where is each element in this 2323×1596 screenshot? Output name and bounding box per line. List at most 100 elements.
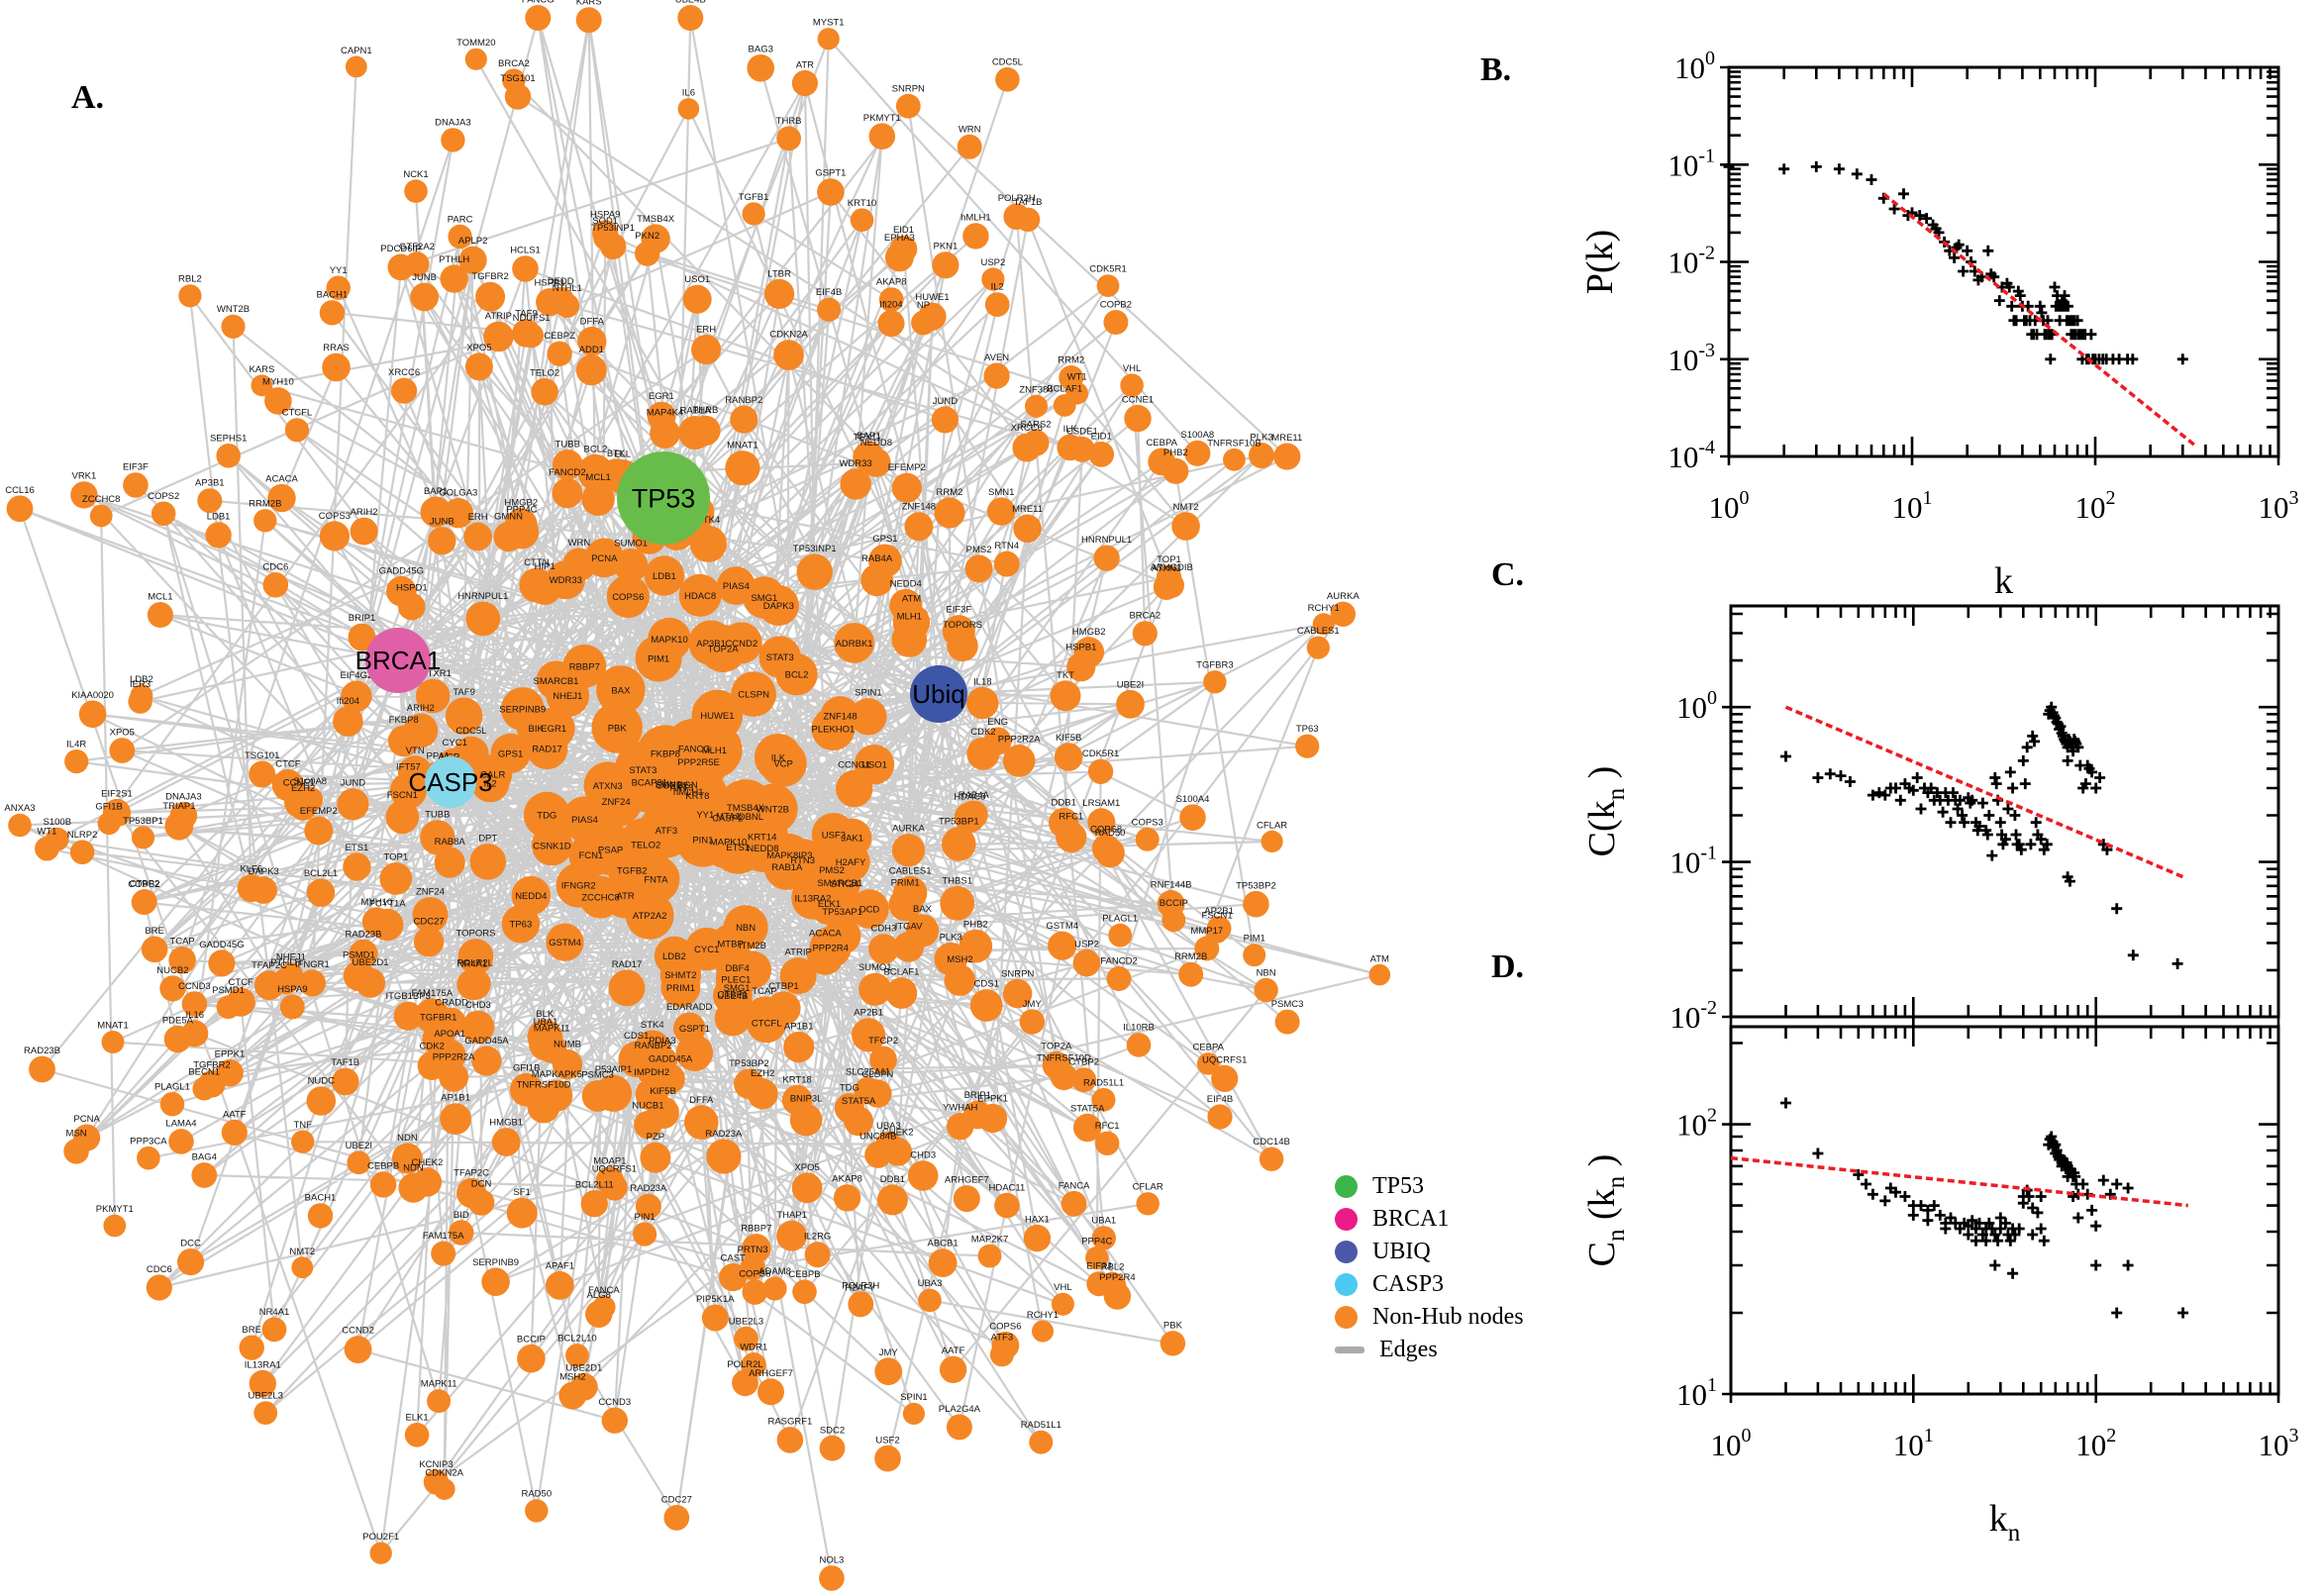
gene-label: KARS [576,0,602,8]
non-hub-node [423,1469,450,1495]
gene-label: TP53BP2 [1236,880,1276,891]
non-hub-node [307,1203,334,1229]
gene-label: NDUFS1 [513,313,551,324]
gene-label: CDC27 [661,1495,692,1506]
gene-label: EIF3J [1086,1261,1111,1272]
non-hub-node [1124,404,1152,433]
non-hub-node [208,949,236,977]
non-hub-node [1060,1190,1087,1217]
gene-label: FCN1 [578,850,603,861]
non-hub-node [132,889,157,915]
gene-label: TOMM20 [456,38,495,49]
gene-label: SDC2 [820,1425,845,1436]
gene-label: CTCFL [752,1019,782,1030]
gene-label: UBE2D1 [565,1362,602,1373]
gene-label: EIF2S1 [101,788,133,799]
gene-label: STK24 [830,879,858,890]
hub-node-ubiq: Ubiq [910,665,967,723]
gene-label: CTCF [275,758,301,769]
non-hub-node [512,319,541,348]
non-hub-node [789,1103,823,1137]
gene-label: ELL [614,449,631,460]
gene-label: KLF6 [240,864,262,875]
gene-label: BCAP31 [632,777,667,788]
gene-label: S100A8 [293,776,327,787]
gene-label: CRADD [435,997,468,1008]
gene-label: GPS1 [872,534,897,545]
non-hub-node [633,1222,657,1247]
non-hub-node [159,975,186,1002]
non-hub-node [279,994,305,1020]
gene-label: EFEMP2 [300,806,338,817]
non-hub-node [1211,1064,1239,1092]
gene-label: HNRNPUL1 [1081,535,1132,546]
hub-label: Ubiq [912,679,964,709]
non-hub-node [878,287,904,312]
non-hub-node [817,28,840,50]
gene-label: RRM2B [249,499,281,510]
non-hub-node [891,472,922,503]
gene-label: RASGRF1 [767,1417,812,1428]
tick-label: 10-1 [1667,145,1715,182]
gene-label: CEBPB [788,1269,820,1280]
non-hub-node [70,481,98,509]
gene-label: CCND3 [598,1397,631,1408]
gene-label: COPS6 [989,1321,1021,1332]
gene-label: CCND3 [178,981,211,992]
gene-label: FANCA [588,1285,620,1296]
non-hub-node [650,418,680,449]
gene-label: NEDD8 [747,844,778,854]
non-hub-node [404,179,428,203]
non-hub-node [1025,394,1048,418]
non-hub-node [940,885,975,921]
gene-label: RAD23B [24,1046,60,1056]
gene-label: CDK2 [420,1041,445,1051]
gene-label: SEPHS1 [210,434,248,445]
gene-label: PRIM1 [666,983,695,994]
gene-label: HDAC8 [684,591,716,602]
gene-label: CDS1 [624,1031,649,1042]
non-hub-node [577,453,614,491]
gene-label: MSH2 [559,1371,585,1382]
gene-label: POLR2H [998,193,1036,204]
non-hub-node [547,341,572,366]
tick-label: 101 [1892,487,1933,525]
gene-label: BRIP1 [349,613,375,624]
gene-label: AURKA [892,824,925,835]
non-hub-node [868,123,896,150]
non-hub-node [531,378,558,406]
non-hub-node [1194,936,1220,961]
non-hub-node [272,967,300,995]
non-hub-node [500,687,545,731]
gene-label: NP [917,300,930,311]
non-hub-node [291,1130,315,1153]
gene-label: SNRPN [892,83,925,94]
gene-label: ARHGDIB [1151,562,1193,573]
gene-label: PBK [1163,1321,1183,1332]
gene-label: HSPA9 [590,210,620,221]
non-hub-node [89,504,113,528]
gene-label: SPIN1 [855,688,881,699]
non-hub-node [682,284,712,314]
non-hub-node [102,798,132,828]
non-hub-node [298,969,326,997]
gene-label: TMSB4X [727,803,765,814]
non-hub-node [1135,827,1160,851]
non-hub-node [1273,443,1301,470]
non-hub-node [1196,1052,1220,1075]
non-hub-node [504,83,532,110]
gene-label: BRE [242,1325,261,1336]
gene-label: PZP [647,1132,664,1143]
gene-label: CHD3 [910,1150,936,1161]
non-hub-node [216,444,241,468]
non-hub-node [511,875,551,916]
gene-label: DFFA [580,316,605,327]
non-hub-node [415,678,451,714]
non-hub-node [775,653,818,696]
non-hub-node [1029,1430,1054,1454]
non-hub-node [934,942,967,976]
gene-label: ARIH2 [407,703,435,714]
gene-label: DEDD [548,276,574,287]
gene-label: PKN2 [635,231,659,242]
gene-label: PIM1 [648,654,669,665]
